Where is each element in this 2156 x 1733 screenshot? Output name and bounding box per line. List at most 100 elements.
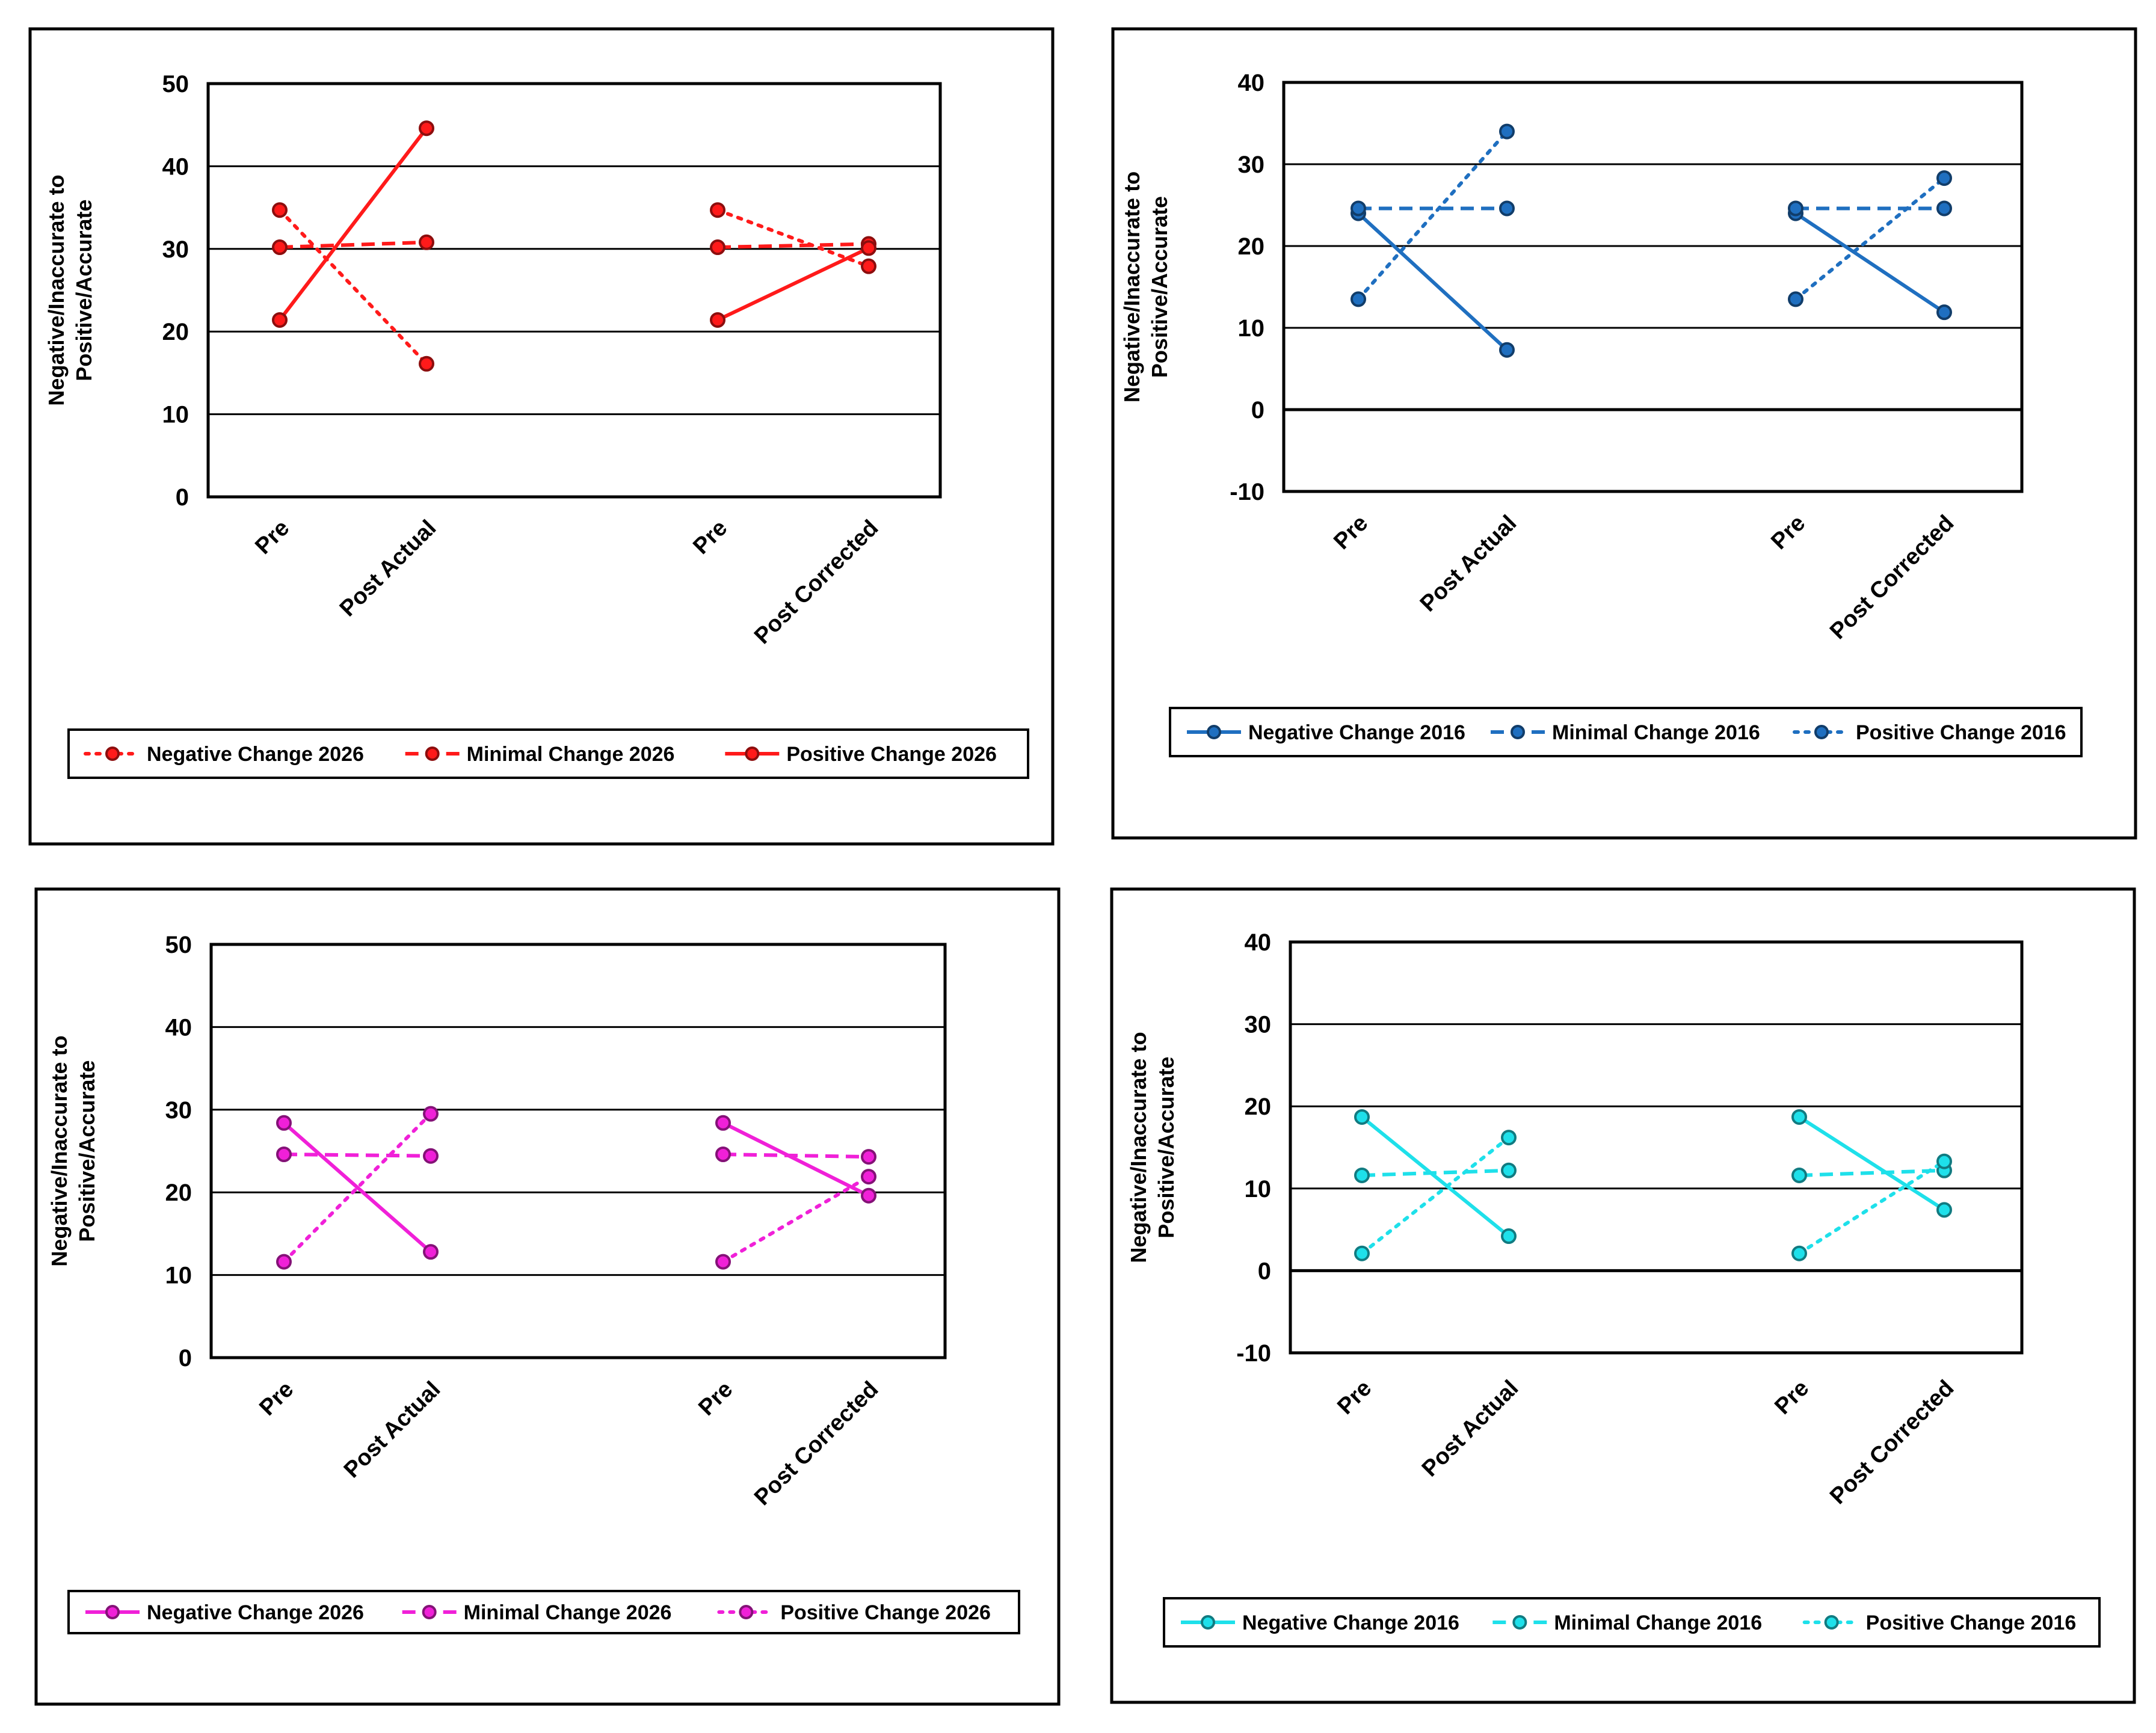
y-tick-label: 20 <box>1238 233 1265 260</box>
data-point <box>1791 1109 1807 1125</box>
legend-label: Positive Change 2026 <box>786 743 997 766</box>
series-3 <box>272 120 876 328</box>
panel-frame <box>34 887 1061 1706</box>
data-point <box>1791 1245 1807 1261</box>
y-axis-title: Negative/Inaccurate to <box>1126 1032 1151 1263</box>
data-point <box>861 1169 876 1185</box>
data-point <box>1936 1153 1952 1169</box>
legend-label: Minimal Change 2026 <box>464 1601 672 1624</box>
y-tick-label: 40 <box>1245 929 1272 956</box>
legend-marker <box>745 746 760 761</box>
legend-label: Negative Change 2016 <box>1248 721 1465 744</box>
legend-label: Negative Change 2026 <box>147 743 364 766</box>
y-axis-title: Positive/Accurate <box>1154 1056 1178 1238</box>
legend-label: Positive Change 2026 <box>780 1601 991 1624</box>
series-line <box>722 1152 869 1159</box>
data-point <box>861 1187 876 1204</box>
legend-marker <box>1207 725 1221 739</box>
series-line <box>1794 176 1946 301</box>
y-tick-label: 10 <box>1238 315 1265 342</box>
data-point <box>1499 200 1515 217</box>
data-point <box>1351 200 1366 217</box>
series-line <box>1361 1115 1510 1238</box>
legend-label: Positive Change 2016 <box>1856 721 2066 744</box>
y-tick-label: 10 <box>162 402 189 428</box>
series-line <box>1794 212 1945 314</box>
data-point <box>272 202 288 218</box>
y-axis-title: Negative/Inaccurate to <box>1120 171 1144 402</box>
legend: Negative Change 2016 Minimal Change 2016 P… <box>1169 707 2083 757</box>
data-point <box>1936 304 1952 321</box>
data-point <box>1791 1167 1807 1183</box>
data-point <box>861 240 876 256</box>
series-2 <box>276 1146 876 1165</box>
series-line <box>716 208 870 268</box>
y-axis-title: Negative/Inaccurate to <box>47 1035 72 1266</box>
y-tick-label: 10 <box>165 1263 192 1289</box>
data-point <box>710 312 725 328</box>
legend-label: Minimal Change 2026 <box>467 743 675 766</box>
legend: Negative Change 2026 Minimal Change 2026 P… <box>67 1590 1020 1634</box>
legend-marker <box>739 1605 754 1619</box>
legend-box <box>67 1590 1020 1634</box>
series-3 <box>1351 123 1952 307</box>
legend-marker <box>1201 1615 1215 1630</box>
series-3 <box>1354 1130 1952 1261</box>
plot-area <box>1282 81 2024 493</box>
data-point <box>861 1149 876 1165</box>
legend-label: Positive Change 2016 <box>1866 1611 2077 1634</box>
legend-marker <box>1824 1615 1839 1630</box>
legend: Negative Change 2026 Minimal Change 2026 P… <box>67 728 1029 779</box>
series-2 <box>272 234 876 256</box>
series-line <box>717 242 869 250</box>
y-tick-label: 0 <box>1258 1258 1271 1284</box>
data-point <box>1351 291 1366 307</box>
legend-marker <box>1814 725 1829 739</box>
y-tick-label: 0 <box>179 1345 192 1371</box>
y-axis-title: Positive/Accurate <box>1147 196 1172 378</box>
series-line <box>1798 1115 1945 1211</box>
series-line <box>282 1112 433 1264</box>
series-line <box>1360 1136 1511 1255</box>
data-point <box>423 1244 439 1260</box>
y-tick-label: 50 <box>165 932 192 958</box>
data-point <box>1501 1130 1517 1146</box>
data-point <box>276 1115 292 1131</box>
plot-area <box>1289 940 2024 1355</box>
series-line <box>721 1175 870 1264</box>
legend-label: Negative Change 2016 <box>1242 1611 1459 1634</box>
series-line <box>1361 1168 1509 1177</box>
data-point <box>1936 170 1952 186</box>
legend-marker <box>1512 1615 1527 1630</box>
data-point <box>419 234 434 250</box>
data-point <box>272 312 288 328</box>
y-tick-label: 40 <box>165 1014 192 1041</box>
y-tick-label: 30 <box>1238 152 1265 178</box>
series-line <box>1357 129 1509 301</box>
y-tick-label: 40 <box>162 153 189 180</box>
legend-label: Minimal Change 2016 <box>1554 1611 1762 1634</box>
y-tick-label: 20 <box>165 1180 192 1206</box>
legend-box <box>1163 1597 2101 1648</box>
y-axis-title: Positive/Accurate <box>72 199 96 381</box>
legend: Negative Change 2016 Minimal Change 2016 P… <box>1163 1597 2101 1648</box>
legend-box <box>67 728 1029 779</box>
data-point <box>1788 200 1803 217</box>
y-tick-label: 30 <box>1245 1012 1272 1038</box>
y-tick-label: 0 <box>1251 397 1264 423</box>
plot-area <box>206 82 942 499</box>
legend-label: Negative Change 2026 <box>147 1601 364 1624</box>
data-point <box>423 1106 439 1122</box>
legend-marker <box>1511 725 1525 739</box>
data-point <box>1501 1228 1517 1245</box>
data-point <box>419 356 434 372</box>
series-line <box>716 246 870 322</box>
data-point <box>423 1148 439 1164</box>
y-tick-label: -10 <box>1230 479 1264 505</box>
series-line <box>1357 212 1509 351</box>
legend-marker <box>105 1605 120 1619</box>
data-point <box>276 1254 292 1270</box>
plot-area <box>209 943 947 1359</box>
